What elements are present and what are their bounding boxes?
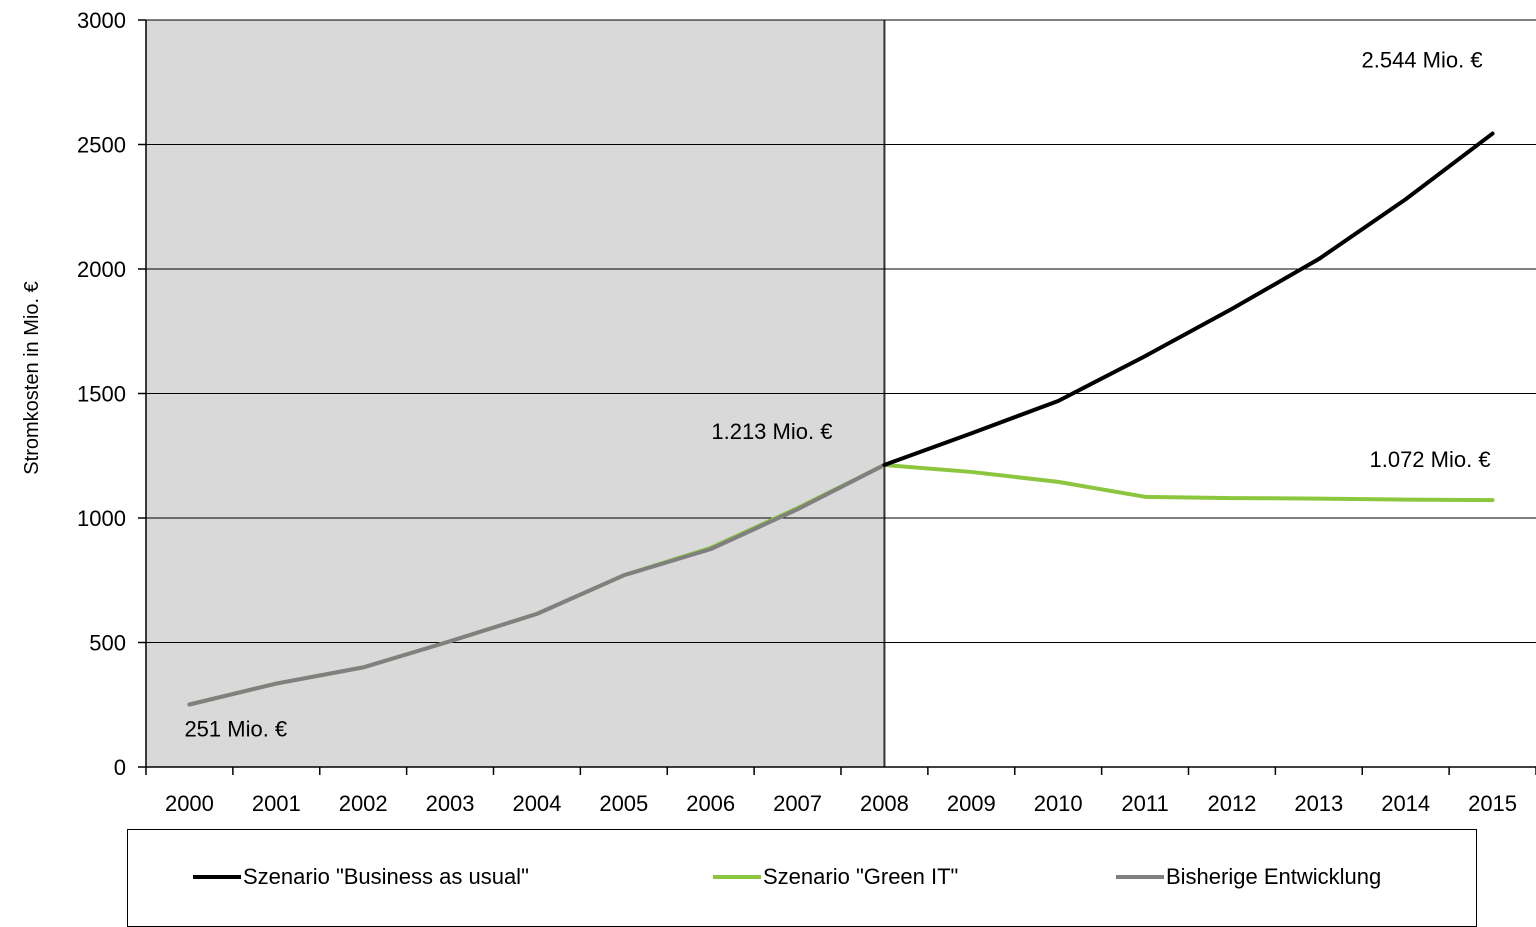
axes-group: [138, 19, 1536, 775]
legend-item-bisherige-entwicklung: Bisherige Entwicklung: [1116, 863, 1381, 891]
legend-label-bisherige-entwicklung: Bisherige Entwicklung: [1166, 864, 1382, 889]
x-tick-label-2009: 2009: [947, 791, 996, 816]
x-tick-label-2010: 2010: [1034, 791, 1083, 816]
legend: Szenario "Business as usual" Szenario "G…: [127, 829, 1477, 927]
legend-item-business-as-usual: Szenario "Business as usual": [193, 863, 529, 891]
y-tick-label-2500: 2500: [77, 133, 126, 158]
legend-swatch-business-as-usual: [193, 875, 241, 879]
annotation-251-mio: 251 Mio. €: [184, 717, 287, 742]
legend-label-business-as-usual: Szenario "Business as usual": [243, 864, 529, 889]
legend-item-green-it: Szenario "Green IT": [713, 863, 958, 891]
labels-group: 0 500 1000 1500 2000 2500 3000 2000 2001 2002 2003…: [77, 8, 1517, 816]
x-tick-label-2000: 2000: [165, 791, 214, 816]
x-tick-label-2007: 2007: [773, 791, 822, 816]
x-tick-label-2001: 2001: [252, 791, 301, 816]
x-tick-label-2015: 2015: [1468, 791, 1517, 816]
x-tick-label-2002: 2002: [339, 791, 388, 816]
annotation-2-544-mio: 2.544 Mio. €: [1361, 48, 1482, 73]
x-tick-label-2004: 2004: [512, 791, 561, 816]
series-line-bisherige-entwicklung: [187, 462, 887, 707]
x-tick-label-2005: 2005: [599, 791, 648, 816]
x-tick-label-2014: 2014: [1381, 791, 1430, 816]
series-line-szenario-business-as-usual: [882, 131, 1495, 467]
x-tick-label-2011: 2011: [1121, 791, 1168, 816]
line-chart: 0 500 1000 1500 2000 2500 3000 2000 2001 2002 2003…: [21, 8, 1536, 816]
x-tick-label-2006: 2006: [686, 791, 735, 816]
annotation-1-072-mio: 1.072 Mio. €: [1369, 447, 1490, 472]
y-tick-label-2000: 2000: [77, 257, 126, 282]
legend-swatch-green-it: [713, 875, 761, 879]
legend-swatch-bisherige-entwicklung: [1116, 875, 1164, 879]
x-tick-label-2008: 2008: [860, 791, 909, 816]
y-tick-label-0: 0: [114, 755, 126, 780]
y-tick-label-3000: 3000: [77, 8, 126, 33]
x-tick-label-2013: 2013: [1294, 791, 1343, 816]
x-tick-label-2012: 2012: [1207, 791, 1256, 816]
y-tick-label-1500: 1500: [77, 382, 126, 407]
x-tick-label-2003: 2003: [426, 791, 475, 816]
gridlines-group: [146, 19, 1536, 643]
y-tick-label-1000: 1000: [77, 506, 126, 531]
y-axis-label: Stromkosten in Mio. €: [21, 281, 43, 474]
annotation-1-213-mio: 1.213 Mio. €: [711, 419, 832, 444]
series-group: [187, 131, 1495, 707]
y-tick-label-500: 500: [89, 631, 126, 656]
legend-label-green-it: Szenario "Green IT": [763, 864, 959, 889]
